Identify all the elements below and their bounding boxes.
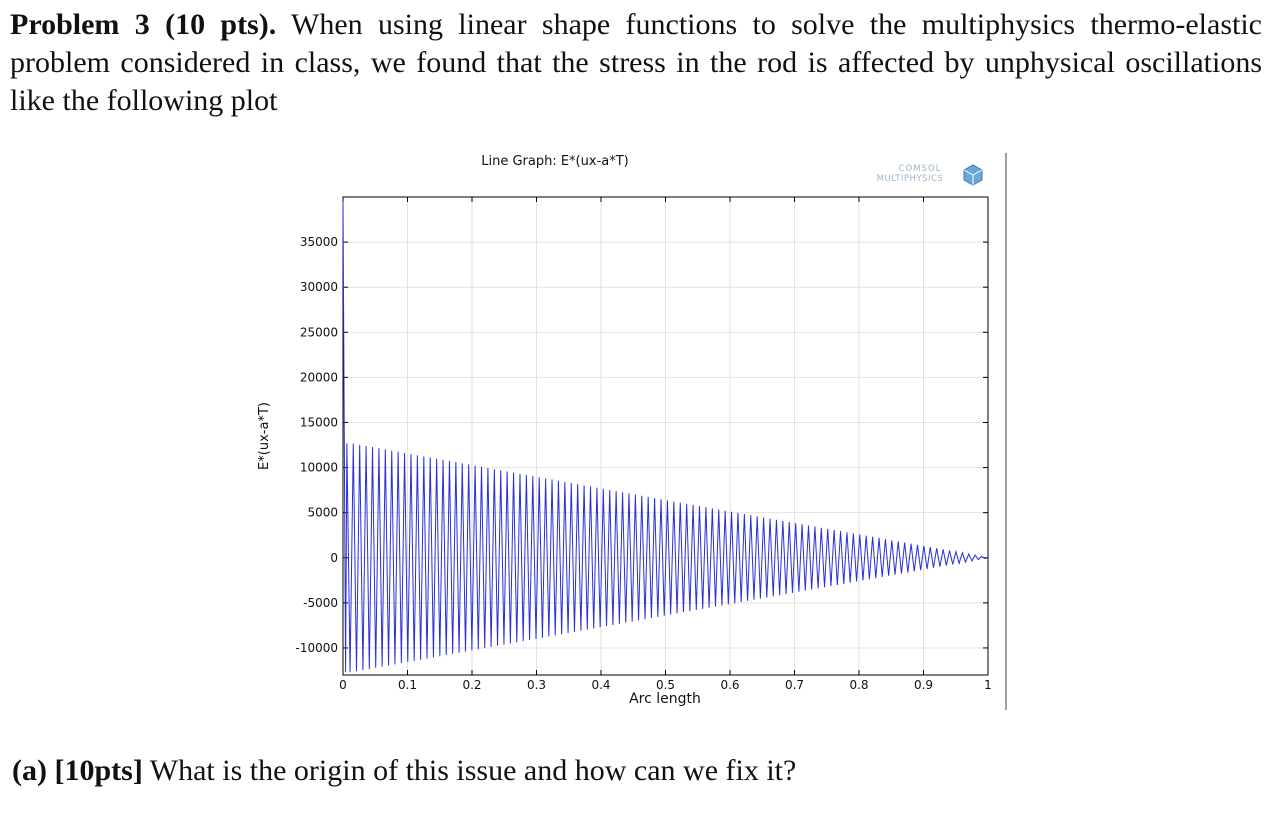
chart-title: Line Graph: E*(ux-a*T) — [481, 154, 629, 169]
y-tick-label: 15000 — [300, 415, 338, 429]
problem-label: Problem 3 — [10, 8, 150, 41]
stress-line-graph: Line Graph: E*(ux-a*T) COMSOL MULTIPHYSI… — [248, 148, 1013, 718]
subquestion-a: (a) [10pts] What is the origin of this i… — [12, 752, 796, 790]
x-tick-label: 0.2 — [462, 678, 481, 692]
x-tick-label: 0.3 — [527, 678, 546, 692]
subquestion-label: (a) — [12, 754, 47, 787]
problem-text: When using linear shape functions to sol… — [10, 8, 1262, 117]
x-tick-label: 0.4 — [591, 678, 610, 692]
logo-text-top: COMSOL — [899, 164, 942, 174]
y-tick-label: 35000 — [300, 235, 338, 249]
y-tick-label: 20000 — [300, 370, 338, 384]
x-tick-label: 0.8 — [849, 678, 868, 692]
problem-statement: Problem 3 (10 pts). When using linear sh… — [10, 6, 1262, 120]
y-tick-label: -5000 — [303, 596, 338, 610]
x-axis-label: Arc length — [629, 691, 701, 707]
axis-ticks — [342, 197, 989, 675]
x-tick-label: 0.5 — [656, 678, 675, 692]
y-tick-labels: 35000 30000 25000 20000 15000 10000 5000 0 -5000… — [295, 235, 338, 655]
y-tick-label: 10000 — [300, 461, 338, 475]
y-tick-label: 25000 — [300, 325, 338, 339]
x-tick-label: 0.6 — [720, 678, 739, 692]
subquestion-points: [10pts] — [54, 754, 143, 787]
y-tick-label: 0 — [330, 551, 338, 565]
x-tick-label: 1 — [984, 678, 992, 692]
x-tick-labels: 0 0.1 0.2 0.3 0.4 0.5 0.6 0.7 0.8 0.9 1 — [339, 678, 992, 692]
y-tick-label: -10000 — [295, 641, 338, 655]
x-tick-label: 0.9 — [914, 678, 933, 692]
x-tick-label: 0.1 — [398, 678, 417, 692]
problem-points: (10 pts). — [165, 8, 277, 41]
y-axis-label: E*(ux-a*T) — [257, 402, 272, 470]
comsol-logo: COMSOL MULTIPHYSICS — [877, 164, 983, 186]
x-tick-label: 0.7 — [785, 678, 804, 692]
y-tick-label: 5000 — [307, 506, 338, 520]
logo-text-bottom: MULTIPHYSICS — [877, 174, 944, 184]
subquestion-text: What is the origin of this issue and how… — [149, 754, 797, 787]
y-tick-label: 30000 — [300, 280, 338, 294]
stress-series-line — [342, 201, 989, 673]
x-tick-label: 0 — [339, 678, 347, 692]
